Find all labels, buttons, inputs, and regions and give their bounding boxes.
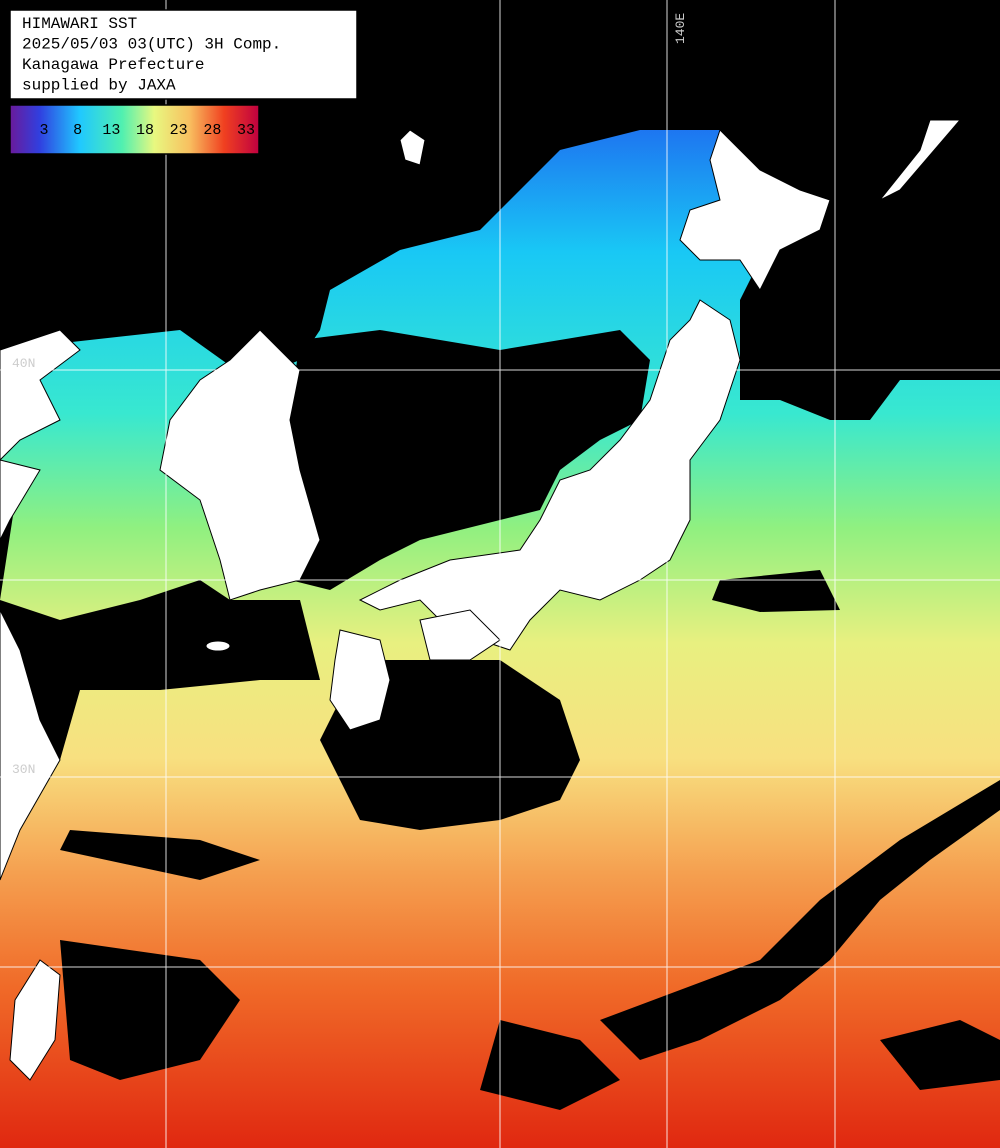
colorbar <box>9 104 260 155</box>
colorbar-ticks: 3 8 13 18 23 28 33 <box>39 122 255 139</box>
land <box>0 119 962 1081</box>
colorbar-tick-label: 23 <box>170 122 188 139</box>
latitude-label: 30N <box>12 762 35 777</box>
header-line: 2025/05/03 03(UTC) 3H Comp. <box>22 36 281 54</box>
header: HIMAWARI SST 2025/05/03 03(UTC) 3H Comp. K… <box>22 15 281 95</box>
colorbar-tick-label: 3 <box>39 122 48 139</box>
latitude-label: 40N <box>12 356 35 371</box>
colorbar-tick-label: 18 <box>136 122 154 139</box>
longitude-label: 140E <box>673 13 688 44</box>
header-box <box>9 9 358 100</box>
colorbar-tick-label: 33 <box>237 122 255 139</box>
header-line: supplied by JAXA <box>22 77 176 95</box>
colorbar-tick-label: 28 <box>203 122 221 139</box>
colorbar-tick-label: 13 <box>102 122 120 139</box>
header-line: HIMAWARI SST <box>22 15 137 33</box>
colorbar-tick-label: 8 <box>73 122 82 139</box>
header-line: Kanagawa Prefecture <box>22 56 204 74</box>
